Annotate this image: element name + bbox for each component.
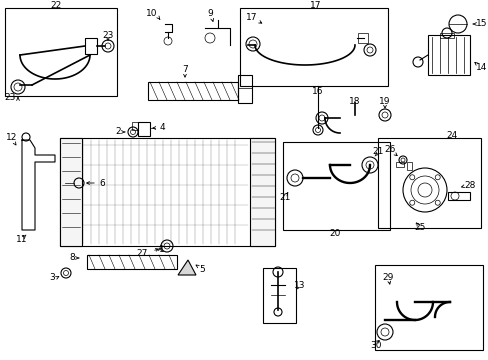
- Text: 24: 24: [446, 130, 457, 139]
- Text: 30: 30: [369, 341, 381, 350]
- Text: 29: 29: [382, 274, 393, 283]
- Text: 14: 14: [475, 63, 487, 72]
- Text: 27: 27: [136, 248, 147, 257]
- Text: 22: 22: [50, 0, 61, 9]
- Polygon shape: [178, 260, 196, 275]
- Bar: [87, 255, 177, 269]
- Bar: [283, 142, 389, 230]
- Bar: [447, 192, 469, 200]
- Bar: [148, 82, 238, 100]
- Text: 19: 19: [379, 98, 390, 107]
- Text: 16: 16: [312, 87, 323, 96]
- Bar: [374, 265, 482, 350]
- Bar: [395, 162, 403, 167]
- Bar: [377, 138, 480, 228]
- Text: 17: 17: [246, 13, 257, 22]
- Text: 8: 8: [69, 253, 75, 262]
- Text: 21: 21: [371, 148, 383, 157]
- Bar: [240, 8, 387, 86]
- Text: 12: 12: [6, 134, 18, 143]
- Bar: [427, 35, 469, 75]
- Bar: [249, 138, 274, 246]
- Text: 6: 6: [99, 179, 104, 188]
- Text: 10: 10: [146, 9, 158, 18]
- Text: 5: 5: [199, 266, 204, 274]
- Bar: [263, 268, 295, 323]
- Text: 1: 1: [159, 246, 164, 255]
- Bar: [85, 38, 97, 54]
- Bar: [5, 8, 117, 96]
- Bar: [357, 33, 367, 43]
- Text: 3: 3: [49, 274, 55, 283]
- Text: 23: 23: [4, 94, 16, 103]
- Text: 7: 7: [182, 66, 187, 75]
- Text: 28: 28: [464, 180, 475, 189]
- Text: 13: 13: [294, 280, 305, 289]
- Bar: [138, 122, 150, 136]
- Text: 26: 26: [384, 145, 395, 154]
- Text: 21: 21: [279, 193, 290, 202]
- Bar: [439, 33, 453, 38]
- Text: 23: 23: [102, 31, 113, 40]
- Bar: [60, 138, 82, 246]
- Text: 4: 4: [159, 123, 164, 132]
- Text: 15: 15: [475, 19, 487, 28]
- Text: 11: 11: [16, 235, 28, 244]
- Bar: [238, 75, 251, 103]
- Text: 9: 9: [207, 9, 212, 18]
- Text: 17: 17: [309, 0, 321, 9]
- Text: 2: 2: [115, 127, 121, 136]
- Text: 20: 20: [328, 229, 340, 238]
- Bar: [406, 162, 411, 170]
- Text: 18: 18: [348, 98, 360, 107]
- Bar: [60, 138, 274, 246]
- Text: 25: 25: [413, 224, 425, 233]
